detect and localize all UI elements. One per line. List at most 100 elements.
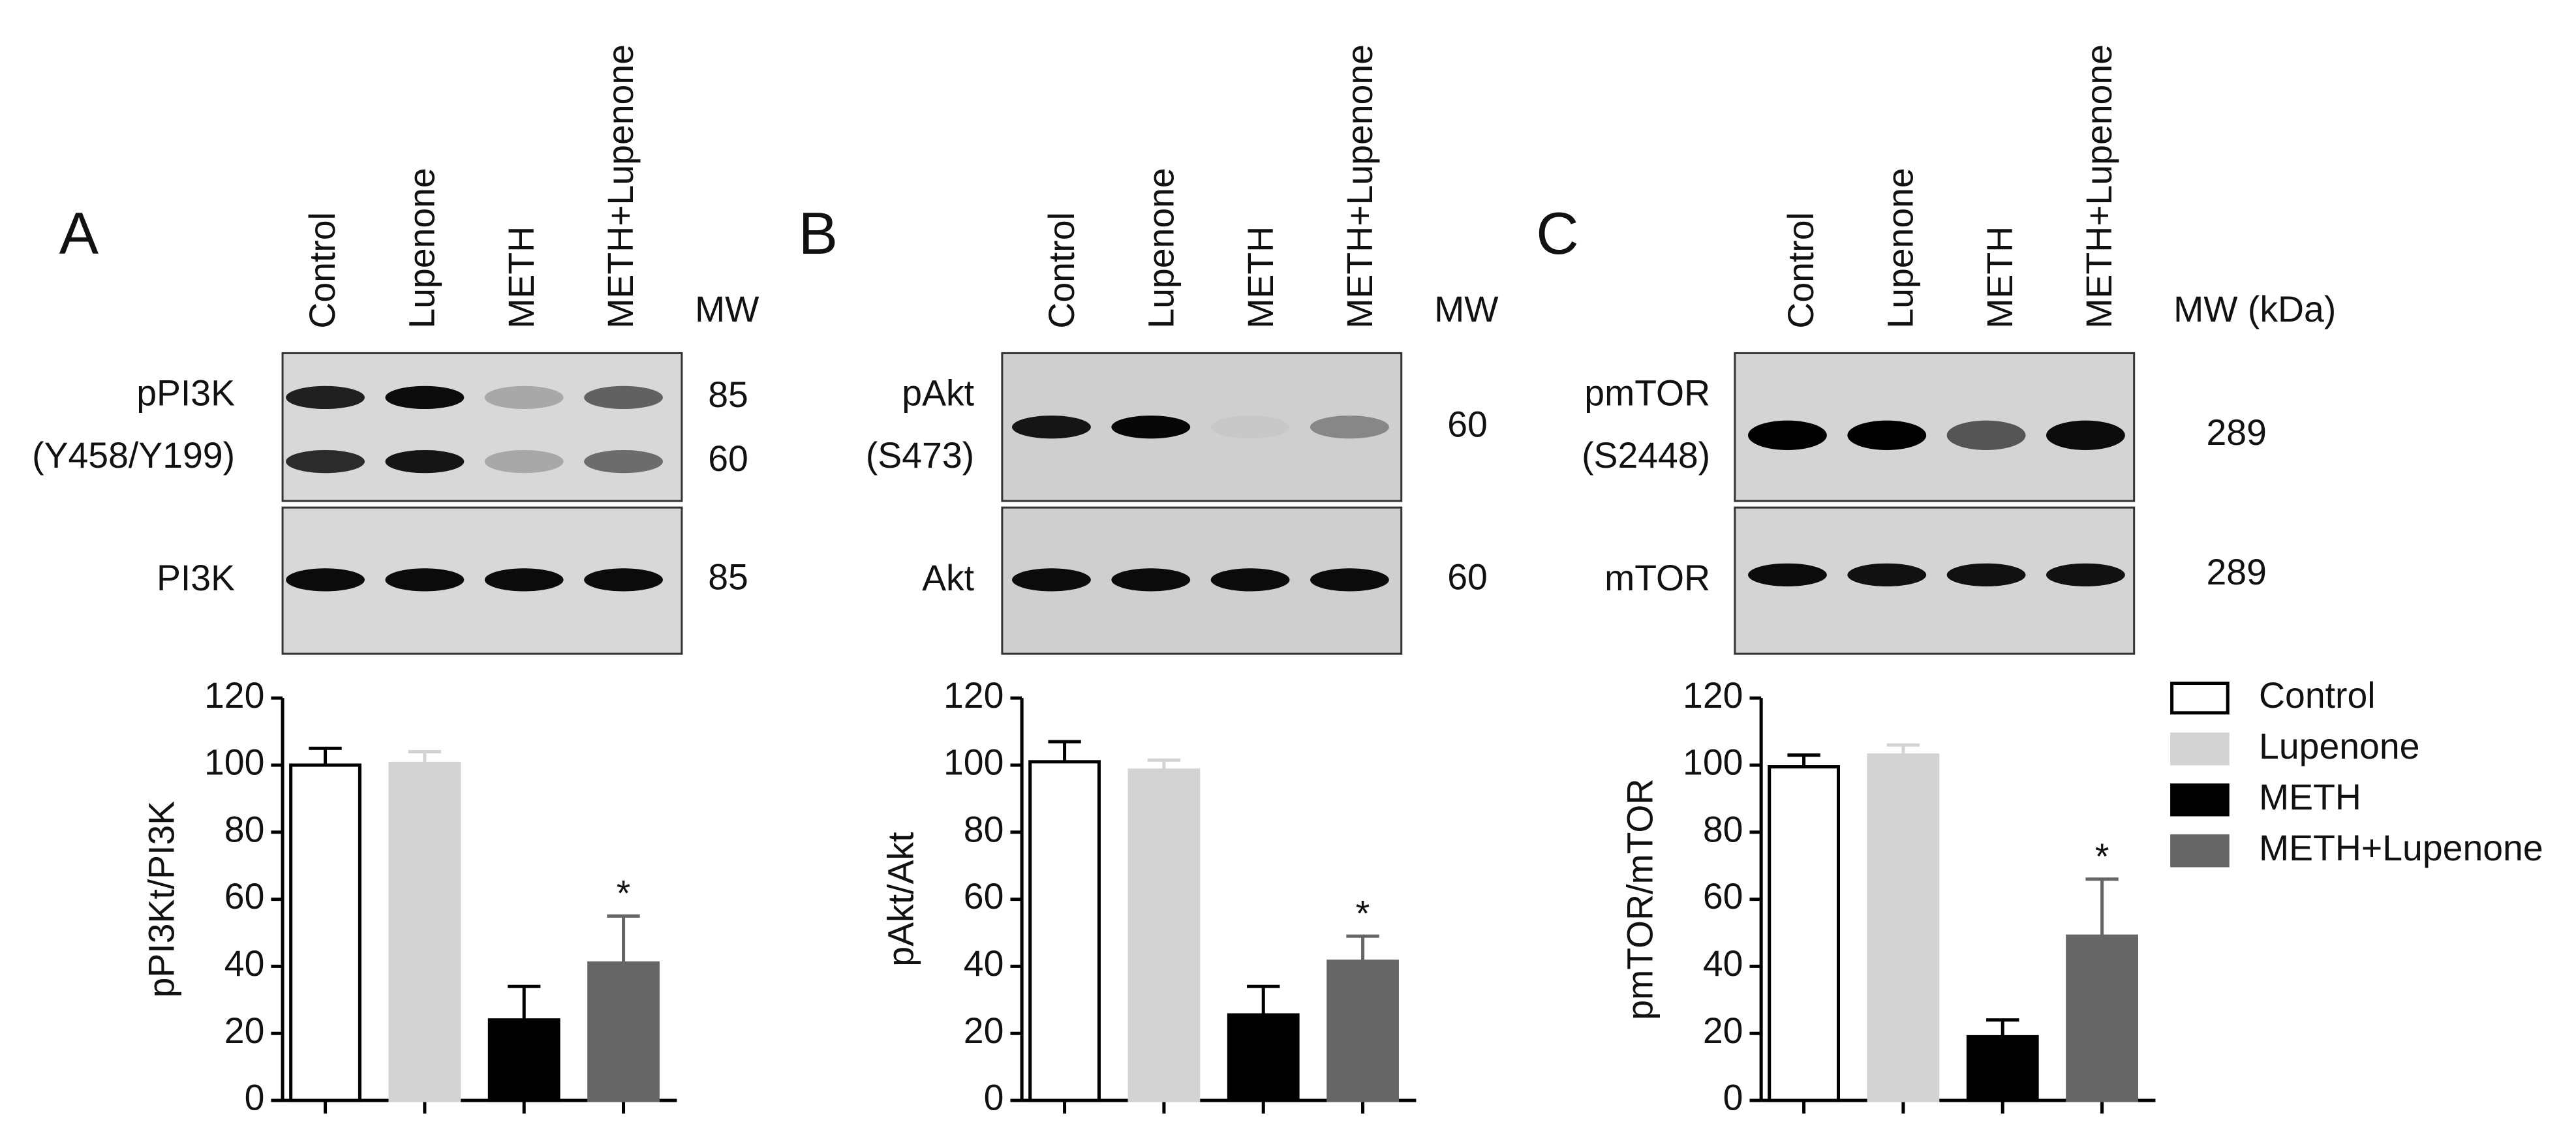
- panel-letter: A: [59, 201, 99, 267]
- panel-letter: B: [799, 201, 838, 267]
- y-tick-label: 100: [204, 742, 264, 783]
- y-tick-label: 60: [964, 876, 1004, 916]
- legend-swatch: [2170, 834, 2230, 868]
- bar: [487, 1018, 560, 1102]
- legend-label: Lupenone: [2259, 726, 2419, 766]
- blot-band: [1210, 568, 1290, 592]
- blot-band: [484, 386, 564, 410]
- blot-label: pPI3K: [136, 373, 235, 414]
- panel-letter: C: [1536, 201, 1578, 267]
- mw-label: 60: [1447, 557, 1488, 598]
- y-tick-label: 0: [984, 1078, 1004, 1118]
- y-tick-label: 40: [224, 943, 265, 984]
- mw-header: MW: [1434, 289, 1499, 329]
- y-tick-label: 60: [1703, 876, 1743, 916]
- blot-label: mTOR: [1604, 558, 1710, 598]
- blot-band: [584, 449, 663, 474]
- legend-swatch: [2170, 681, 2230, 715]
- error-bar: [508, 984, 541, 1020]
- lane-label: METH: [1980, 226, 2020, 329]
- blot-label: (S473): [866, 435, 974, 476]
- lane-label: Control: [1781, 212, 1821, 329]
- lane-label: Lupenone: [1880, 168, 1921, 328]
- blot-band: [484, 449, 564, 474]
- error-bar: [1247, 984, 1280, 1015]
- blot-label: pmTOR: [1584, 373, 1710, 414]
- error-bar: [1886, 743, 1920, 755]
- blot-band: [286, 568, 365, 592]
- blot: [1734, 352, 2136, 502]
- blot-label: (S2448): [1582, 435, 1710, 476]
- blot-band: [1847, 563, 1927, 586]
- mw-label: 60: [1447, 404, 1488, 444]
- y-tick-label: 120: [204, 675, 264, 716]
- blot-label: Akt: [922, 558, 974, 598]
- y-tick-label: 80: [964, 809, 1004, 849]
- bar: [1867, 753, 1940, 1102]
- bar: [587, 961, 660, 1102]
- y-axis-label: pmTOR/mTOR: [1619, 778, 1660, 1020]
- blot-band: [2046, 420, 2125, 450]
- y-tick-label: 0: [1723, 1078, 1743, 1118]
- blot: [281, 506, 683, 655]
- y-tick-label: 100: [943, 742, 1004, 783]
- blot-label: (Y458/Y199): [32, 435, 235, 476]
- error-bar: [408, 749, 442, 764]
- blot-band: [1211, 416, 1290, 438]
- lane-label: Lupenone: [1141, 168, 1182, 328]
- y-tick-label: 20: [964, 1010, 1004, 1051]
- blot: [1001, 352, 1403, 502]
- blot-band: [1310, 416, 1389, 439]
- y-tick-label: 0: [245, 1078, 265, 1118]
- blot-label: PI3K: [157, 558, 235, 598]
- y-tick-label: 20: [224, 1010, 265, 1051]
- significance-marker: *: [617, 873, 631, 914]
- blot: [1734, 506, 2136, 655]
- blot: [1001, 506, 1403, 655]
- y-tick-label: 20: [1703, 1010, 1743, 1051]
- blot-band: [1111, 568, 1191, 592]
- mw-label: 85: [708, 374, 748, 415]
- blot-band: [1748, 420, 1827, 450]
- blot-band: [385, 568, 465, 592]
- y-tick-label: 40: [1703, 943, 1743, 984]
- lane-label: METH+Lupenone: [2079, 44, 2119, 329]
- blot-band: [1012, 568, 1091, 592]
- y-tick-label: 120: [943, 675, 1004, 716]
- blot: [281, 352, 683, 502]
- mw-label: 85: [708, 557, 748, 598]
- blot-band: [385, 449, 465, 474]
- error-bar: [1147, 758, 1181, 770]
- blot-band: [286, 386, 365, 410]
- error-bar: [1787, 753, 1820, 767]
- y-axis-label: pPI3Kt/PI3K: [141, 801, 181, 998]
- bar: [1028, 760, 1101, 1102]
- bar: [1966, 1035, 2039, 1102]
- significance-marker: *: [2095, 836, 2109, 877]
- legend-swatch: [2170, 733, 2230, 766]
- blot-band: [1946, 420, 2026, 450]
- lane-label: Control: [1041, 212, 1082, 329]
- blot-band: [1012, 416, 1091, 439]
- lane-label: METH+Lupenone: [600, 44, 641, 329]
- blot-band: [1310, 568, 1389, 592]
- blot-band: [1847, 420, 1927, 450]
- error-bar: [309, 746, 342, 765]
- y-axis-label: pAkt/Akt: [880, 832, 921, 967]
- bar: [388, 761, 461, 1102]
- legend-label: Control: [2259, 675, 2376, 716]
- y-tick-label: 40: [964, 943, 1004, 984]
- legend-label: METH+Lupenone: [2259, 828, 2543, 868]
- blot-band: [1111, 416, 1191, 439]
- error-bar: [607, 914, 640, 963]
- lane-label: METH: [1240, 226, 1281, 329]
- blot-band: [1946, 563, 2026, 586]
- blot-band: [385, 386, 465, 410]
- significance-marker: *: [1356, 894, 1370, 934]
- y-tick-label: 120: [1683, 675, 1743, 716]
- bar: [1227, 1013, 1300, 1102]
- blot-band: [2046, 563, 2125, 586]
- blot-label: pAkt: [902, 373, 974, 414]
- lane-label: METH+Lupenone: [1340, 44, 1380, 329]
